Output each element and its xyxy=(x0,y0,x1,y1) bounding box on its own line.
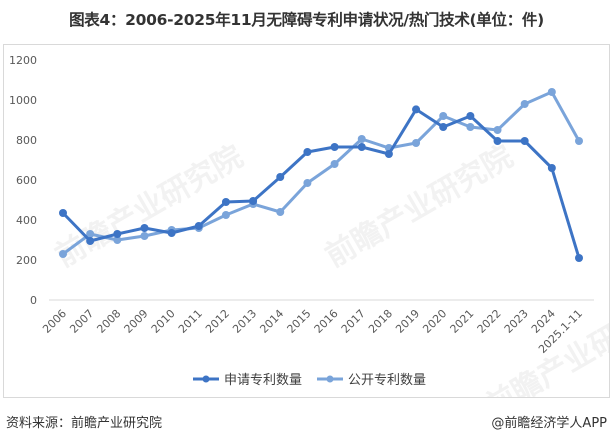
x-tick-label: 2021 xyxy=(447,307,476,336)
x-tick-label: 2018 xyxy=(366,307,395,336)
data-point xyxy=(330,143,339,151)
data-point xyxy=(520,100,529,108)
y-tick-label: 600 xyxy=(16,174,37,187)
line-chart: 前瞻产业研究院 前瞻产业研究院前瞻产业研究院0200400600800100012… xyxy=(9,54,609,397)
watermark: 前瞻产业研究院 xyxy=(320,139,519,274)
x-tick-label: 2023 xyxy=(502,307,531,336)
y-tick-label: 200 xyxy=(16,254,37,267)
data-point xyxy=(412,105,421,114)
x-tick-label: 2016 xyxy=(312,307,341,336)
y-tick-label: 1000 xyxy=(9,94,37,107)
x-tick-label: 2020 xyxy=(420,307,449,336)
data-point xyxy=(493,137,502,145)
x-tick-label: 2017 xyxy=(339,307,368,336)
data-point xyxy=(113,236,122,244)
data-point xyxy=(59,250,67,258)
x-tick-label: 2007 xyxy=(67,307,96,336)
data-point xyxy=(249,197,258,205)
credit-note: @前瞻经济学人APP xyxy=(491,416,607,431)
x-tick-label: 2022 xyxy=(475,307,504,336)
series-application xyxy=(59,105,583,262)
data-point xyxy=(86,230,95,238)
legend-label: 公开专利数量 xyxy=(348,373,426,388)
data-point xyxy=(221,198,230,206)
data-point xyxy=(466,123,475,131)
x-tick-label: 2013 xyxy=(230,307,259,336)
data-point xyxy=(140,224,149,232)
data-point xyxy=(466,112,475,120)
data-point xyxy=(439,112,448,120)
data-point xyxy=(547,88,556,96)
x-tick-label: 2015 xyxy=(285,307,314,336)
legend: 申请专利数量 公开专利数量 xyxy=(193,373,426,388)
data-point xyxy=(493,126,502,134)
data-point xyxy=(575,137,583,145)
data-point xyxy=(167,229,176,237)
y-tick-label: 1200 xyxy=(9,54,37,67)
data-point xyxy=(357,135,366,143)
y-tick-label: 800 xyxy=(16,134,37,147)
data-point xyxy=(303,148,312,156)
data-point xyxy=(412,139,421,147)
data-point xyxy=(276,208,285,216)
data-point xyxy=(547,164,556,172)
chart-title: 图表4：2006-2025年11月无障碍专利申请状况/热门技术(单位：件) xyxy=(69,11,544,29)
data-point xyxy=(113,230,122,238)
data-point xyxy=(59,209,67,217)
x-tick-label: 2012 xyxy=(203,307,232,336)
x-tick-label: 2010 xyxy=(149,307,178,336)
chart-area: 前瞻产业研究院 前瞻产业研究院 前瞻产业研究院 0 200 400 600 800 1000 12… xyxy=(3,44,610,398)
y-tick-label: 0 xyxy=(30,294,37,307)
data-point xyxy=(194,222,203,230)
y-tick-label: 400 xyxy=(16,214,37,227)
x-tick-label: 2009 xyxy=(122,307,151,336)
legend-marker-icon xyxy=(326,375,334,383)
data-point xyxy=(140,232,149,240)
data-point xyxy=(276,173,285,181)
data-point xyxy=(520,137,529,145)
legend-label: 申请专利数量 xyxy=(224,373,302,388)
x-tick-label: 2011 xyxy=(176,307,205,336)
x-tick-label: 2019 xyxy=(393,307,422,336)
x-tick-label: 2008 xyxy=(94,307,123,336)
data-point xyxy=(439,123,448,131)
data-point xyxy=(357,143,366,151)
x-tick-label: 2014 xyxy=(257,307,286,336)
x-tick-label: 2006 xyxy=(40,307,69,336)
data-point xyxy=(575,254,583,262)
data-point xyxy=(303,179,312,187)
data-point xyxy=(384,150,393,158)
data-point xyxy=(330,160,339,168)
data-point xyxy=(86,237,95,245)
data-point xyxy=(221,211,230,219)
source-note: 资料来源：前瞻产业研究院 xyxy=(6,416,163,431)
legend-marker-icon xyxy=(202,375,210,383)
